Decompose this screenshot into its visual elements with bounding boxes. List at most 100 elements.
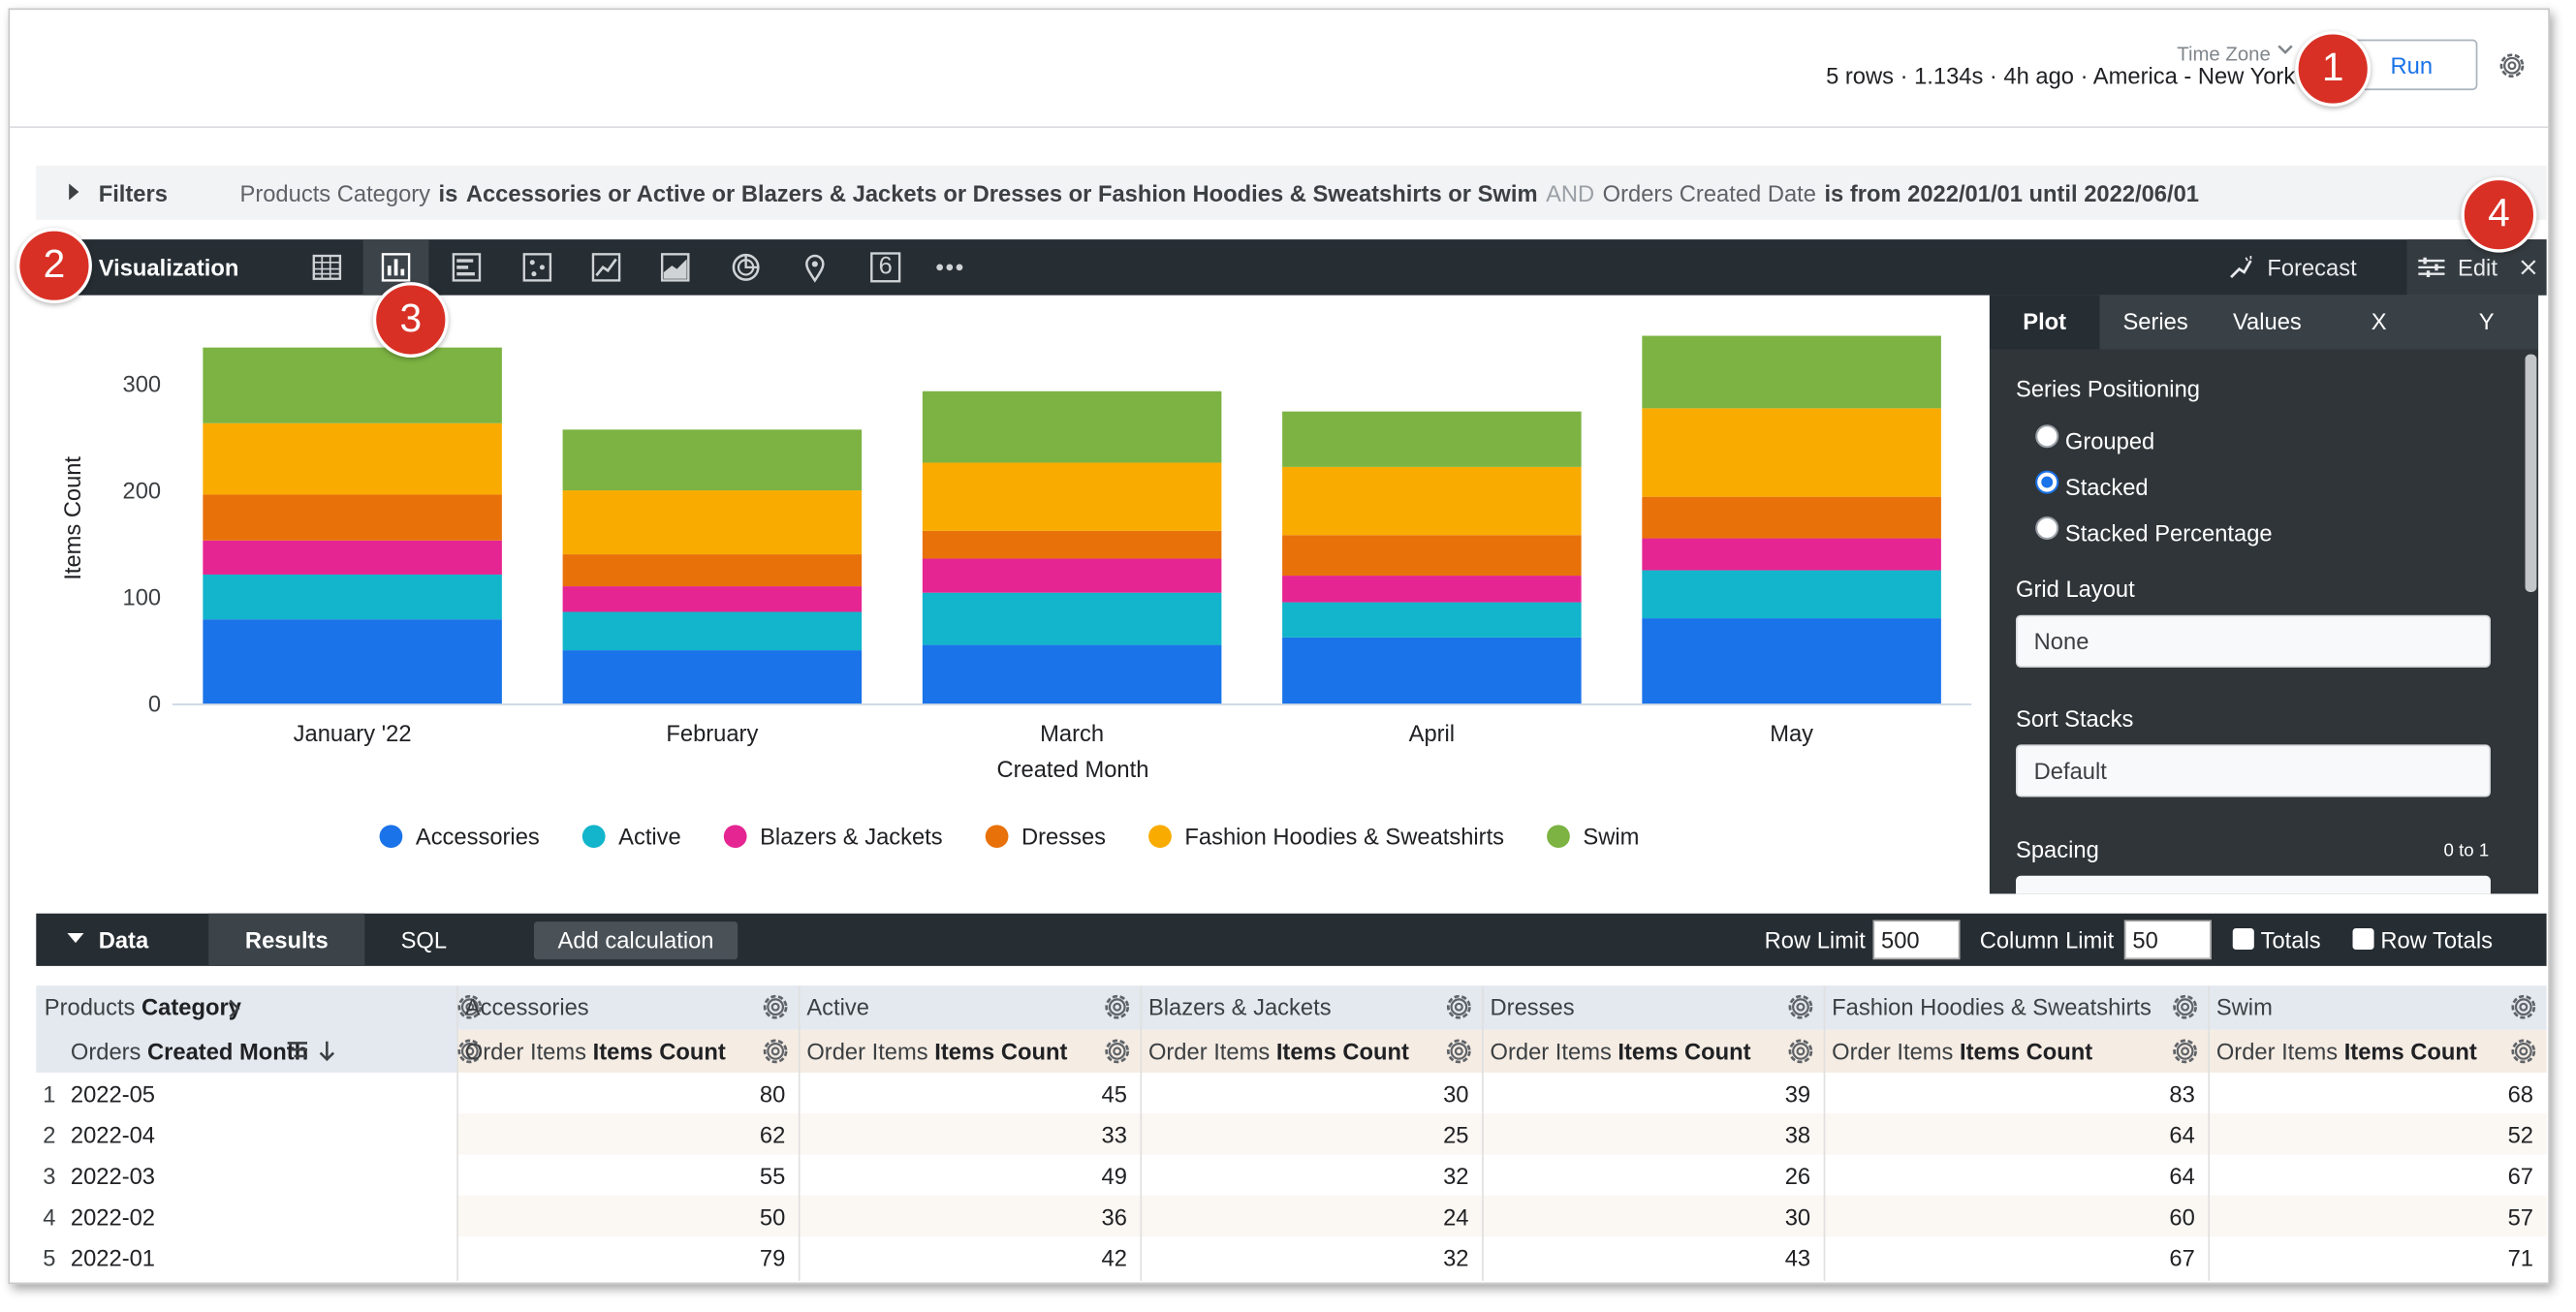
radio[interactable] — [2034, 469, 2060, 495]
cell-value: 32 — [1443, 1244, 1469, 1271]
cell-value: 42 — [1101, 1244, 1127, 1271]
filters-label[interactable]: Filters — [98, 180, 168, 207]
gear-icon[interactable] — [2170, 992, 2200, 1021]
field-label: Sort Stacks — [2016, 704, 2134, 732]
forecast-button[interactable]: Forecast — [2267, 254, 2357, 281]
edit-button[interactable]: Edit — [2458, 254, 2497, 281]
select-value[interactable]: None — [2033, 628, 2089, 655]
viz-type-icon[interactable] — [310, 251, 343, 284]
callout-badge: 4 — [2461, 176, 2537, 253]
viz-type-icon[interactable] — [799, 251, 832, 284]
radio[interactable] — [2034, 423, 2060, 450]
viz-type-icon[interactable] — [520, 251, 553, 284]
column-header: Active — [806, 993, 869, 1020]
edit-icon[interactable] — [2417, 254, 2447, 280]
y-axis-label: Items Count — [61, 456, 86, 580]
gear-icon[interactable] — [761, 992, 791, 1021]
gear-icon[interactable] — [1786, 992, 1816, 1021]
edit-tab-label[interactable]: Values — [2232, 308, 2302, 335]
cell-value: 36 — [1101, 1203, 1127, 1231]
edit-tab-label[interactable]: Series — [2122, 308, 2188, 335]
row-totals-checkbox[interactable] — [2352, 927, 2374, 950]
viz-type-icon[interactable] — [450, 251, 483, 284]
edit-tab[interactable]: X — [2323, 296, 2435, 350]
viz-type-icon[interactable] — [869, 251, 902, 284]
data-tab-label[interactable]: Results — [244, 926, 329, 953]
cell-value: 43 — [1784, 1244, 1811, 1271]
edit-tab[interactable]: Y — [2435, 296, 2538, 350]
gear-icon[interactable] — [456, 992, 486, 1021]
viz-type-icon[interactable] — [659, 251, 692, 284]
close-icon[interactable] — [2520, 259, 2536, 275]
y-tick-label: 0 — [148, 693, 161, 718]
column-header: Dresses — [1490, 993, 1575, 1020]
bar-segment — [1282, 411, 1582, 467]
collapse-arrow[interactable] — [67, 933, 84, 947]
edit-tab-label[interactable]: X — [2371, 308, 2387, 335]
gear-icon[interactable] — [1444, 1037, 1474, 1066]
legend-swatch — [581, 825, 606, 849]
add-calculation-button[interactable]: Add calculation — [533, 922, 738, 960]
edit-tab[interactable]: Plot — [1989, 295, 2100, 350]
viz-type-icon[interactable] — [730, 251, 763, 284]
column-border — [2208, 985, 2211, 1281]
data-tab-label[interactable]: SQL — [400, 926, 448, 953]
cell-value: 60 — [2169, 1203, 2195, 1231]
gear-icon[interactable] — [456, 1037, 486, 1066]
gear-icon[interactable] — [761, 1037, 791, 1066]
chevron — [2278, 45, 2293, 54]
data-tab[interactable]: SQL — [364, 914, 483, 966]
cell-value: 79 — [759, 1244, 786, 1271]
gear-icon[interactable] — [1102, 1037, 1132, 1066]
add-calculation-label[interactable]: Add calculation — [557, 926, 714, 953]
row-number: 1 — [43, 1080, 56, 1108]
spacing-input[interactable] — [2016, 875, 2491, 894]
gear-icon[interactable] — [1444, 992, 1474, 1021]
gear-icon[interactable] — [2509, 1037, 2539, 1066]
viz-type-icon[interactable] — [933, 251, 966, 284]
time-zone-label[interactable]: Time Zone — [2177, 43, 2271, 66]
legend-swatch — [723, 825, 747, 849]
radio-label[interactable]: Grouped — [2064, 427, 2155, 454]
data-title[interactable]: Data — [98, 926, 149, 953]
cell-value: 32 — [1443, 1162, 1469, 1190]
spacing-label: Spacing — [2016, 836, 2099, 863]
forecast-icon[interactable] — [2228, 254, 2254, 280]
column-limit-value[interactable]: 50 — [2132, 926, 2158, 953]
viz-type-icon[interactable] — [380, 251, 413, 284]
select-input[interactable]: None — [2016, 614, 2491, 668]
run-label[interactable]: Run — [2390, 52, 2434, 79]
filter-part: Products Category — [239, 180, 431, 207]
radio-label[interactable]: Stacked — [2064, 474, 2149, 501]
viz-type-icon[interactable] — [590, 251, 623, 284]
gear-icon[interactable] — [2509, 992, 2539, 1021]
totals-checkbox[interactable] — [2232, 927, 2254, 950]
select-input[interactable]: Default — [2016, 744, 2491, 797]
column-border — [456, 985, 458, 1281]
row-limit-input[interactable]: 500 — [1872, 920, 1961, 960]
bar-segment — [203, 494, 502, 541]
edit-tab-label[interactable]: Y — [2478, 308, 2495, 335]
radio[interactable] — [2034, 515, 2060, 541]
data-tab[interactable]: Results — [208, 913, 365, 966]
bar-segment — [922, 592, 1222, 645]
expand-arrow[interactable] — [68, 183, 81, 201]
gear-icon[interactable] — [2497, 50, 2528, 79]
visualization-title[interactable]: Visualization — [98, 254, 239, 281]
radio-label[interactable]: Stacked Percentage — [2064, 519, 2273, 547]
single-value-icon-label[interactable]: 6 — [878, 252, 893, 281]
select-value[interactable]: Default — [2033, 757, 2107, 785]
totals-label[interactable]: Totals — [2260, 926, 2321, 953]
column-limit-input[interactable]: 50 — [2123, 920, 2212, 960]
edit-tab[interactable]: Series — [2099, 296, 2211, 350]
row-totals-label[interactable]: Row Totals — [2380, 926, 2493, 953]
gear-icon[interactable] — [1102, 992, 1132, 1021]
edit-tab-label[interactable]: Plot — [2023, 308, 2067, 335]
dim-header-cell — [36, 1029, 457, 1073]
edit-tab[interactable]: Values — [2212, 296, 2323, 350]
row-limit-value[interactable]: 500 — [1881, 926, 1920, 953]
gear-icon[interactable] — [2170, 1037, 2200, 1066]
gear-icon[interactable] — [1786, 1037, 1816, 1066]
chart: 0 100 200 300 Items Count Created Month Januar… — [61, 335, 1972, 851]
